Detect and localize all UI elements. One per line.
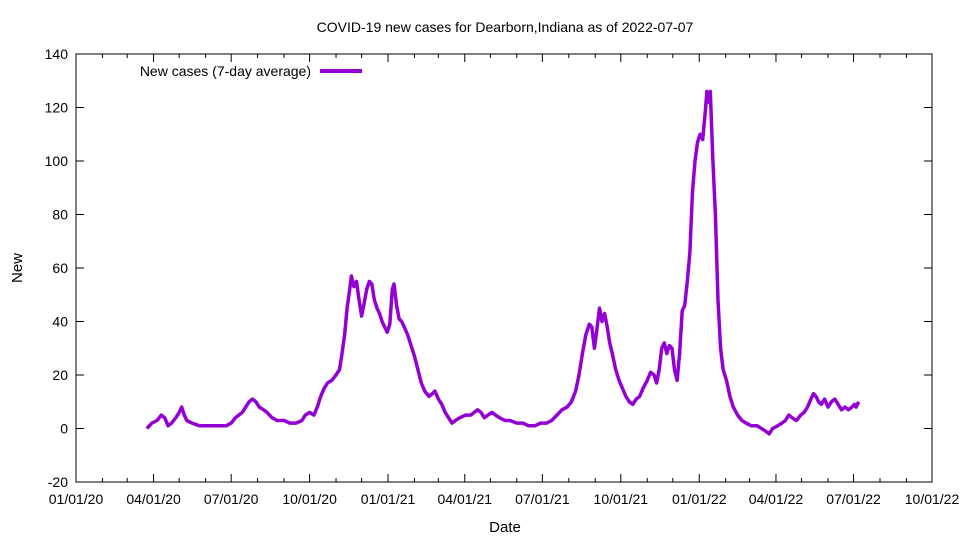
y-axis-title: New (9, 253, 26, 283)
legend: New cases (7-day average) (140, 63, 362, 79)
x-tick-label: 01/01/20 (49, 491, 104, 507)
plot-border (75, 53, 933, 483)
x-tick-label: 07/01/20 (204, 491, 259, 507)
y-tick-label: 40 (52, 314, 68, 330)
chart-title: COVID-19 new cases for Dearborn,Indiana … (317, 19, 694, 35)
x-axis-title: Date (489, 519, 521, 536)
legend-label: New cases (7-day average) (140, 63, 311, 79)
axes: -20 0 20 40 60 80 100 120 140 01/01/20 04/01/20 07/… (45, 46, 960, 507)
x-tick-label: 04/01/22 (749, 491, 804, 507)
y-tick-label: 120 (45, 100, 69, 116)
x-tick-label: 10/01/20 (282, 491, 337, 507)
y-tick-label: -20 (48, 474, 68, 490)
x-tick-label: 10/01/21 (594, 491, 649, 507)
x-tick-label: 01/01/22 (672, 491, 727, 507)
series-layer (145, 89, 861, 436)
y-tick-label: 80 (52, 207, 68, 223)
y-tick-label: 100 (45, 153, 69, 169)
y-tick-label: 0 (60, 421, 68, 437)
y-tick-label: 60 (52, 260, 68, 276)
y-tick-label: 20 (52, 367, 68, 383)
series-line (145, 89, 861, 436)
x-tick-label: 07/01/22 (826, 491, 881, 507)
x-tick-label: 01/01/21 (361, 491, 416, 507)
x-tick-label: 10/01/22 (905, 491, 960, 507)
x-tick-label: 04/01/21 (438, 491, 493, 507)
x-tick-label: 04/01/20 (126, 491, 181, 507)
x-tick-label: 07/01/21 (515, 491, 570, 507)
y-tick-label: 140 (45, 46, 69, 62)
